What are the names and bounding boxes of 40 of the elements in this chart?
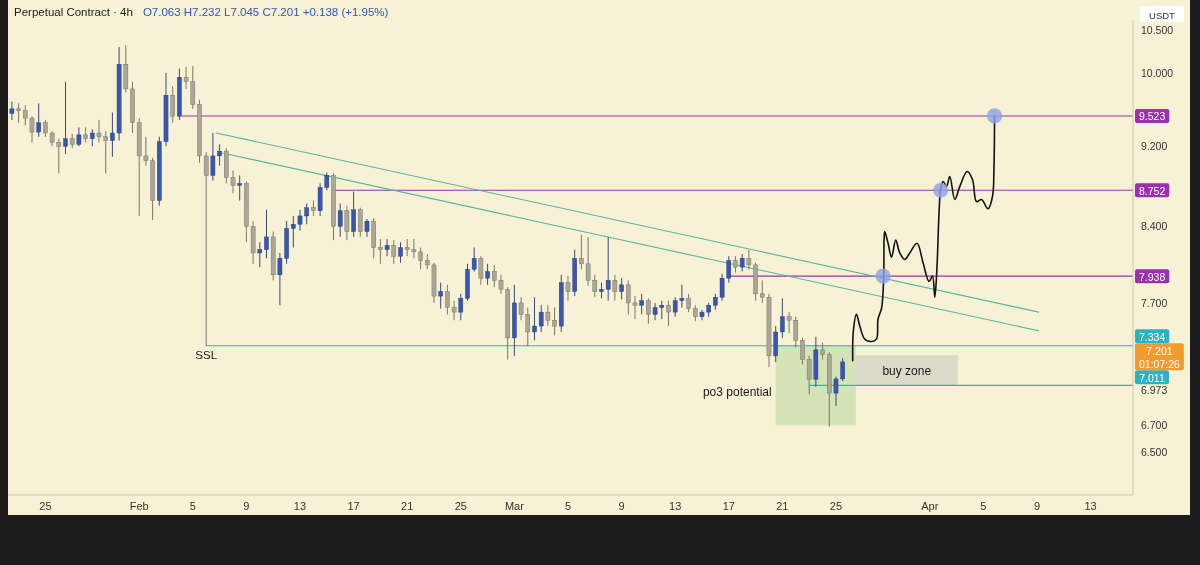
x-tick-label: 13 (669, 500, 682, 512)
x-tick-label: 17 (347, 500, 360, 512)
x-tick-label: 21 (776, 500, 789, 512)
x-tick-label: 13 (1084, 500, 1097, 512)
y-tick-label: 7.700 (1141, 296, 1168, 309)
y-tick-label: 10.500 (1141, 24, 1174, 36)
y-tick-label: 9.200 (1141, 140, 1168, 153)
series-label: SSL (195, 348, 218, 361)
annotation: po3 potential (702, 384, 772, 399)
x-tick-label: 9 (1033, 500, 1041, 512)
y-axis-title: USDT (1149, 9, 1176, 20)
data-label: 7.011 (1139, 371, 1165, 384)
data-label: 7.938 (1139, 270, 1166, 283)
chart-title: Perpetual Contract · 4h (14, 6, 133, 18)
x-tick-label: 25 (454, 500, 467, 512)
y-tick-label: 6.500 (1141, 446, 1168, 458)
x-tick-label: 9 (243, 500, 250, 512)
x-tick-label: 13 (293, 500, 307, 512)
y-tick-label: 6.973 (1141, 384, 1168, 397)
text: 7.201 (1146, 344, 1173, 357)
x-tick-label: Apr (921, 500, 939, 512)
x-tick-label: 25 (829, 500, 843, 512)
x-tick-label: 17 (722, 500, 735, 512)
x-tick-label: 25 (39, 500, 52, 512)
text: 01:07:26 (1139, 357, 1181, 370)
chart-subtitle: O7.063 H7.232 L7.045 C7.201 +0.138 (+1.95%) (142, 6, 389, 18)
x-tick-label: 21 (401, 500, 414, 512)
y-tick-label: 8.400 (1141, 220, 1168, 233)
x-tick-label: 5 (189, 500, 196, 512)
y-tick-label: 6.700 (1141, 419, 1168, 432)
x-tick-label: 5 (980, 500, 987, 512)
data-label: 9.523 (1139, 110, 1166, 123)
series-label: buy zone (882, 363, 932, 378)
x-tick-label: Feb (129, 500, 149, 512)
x-tick-label: 5 (564, 500, 572, 512)
data-label: 7.334 (1139, 330, 1166, 343)
x-tick-label: Mar (504, 500, 525, 512)
y-tick-label: 10.000 (1141, 66, 1174, 79)
data-label: 8.752 (1139, 184, 1166, 197)
x-tick-label: 9 (618, 500, 625, 512)
